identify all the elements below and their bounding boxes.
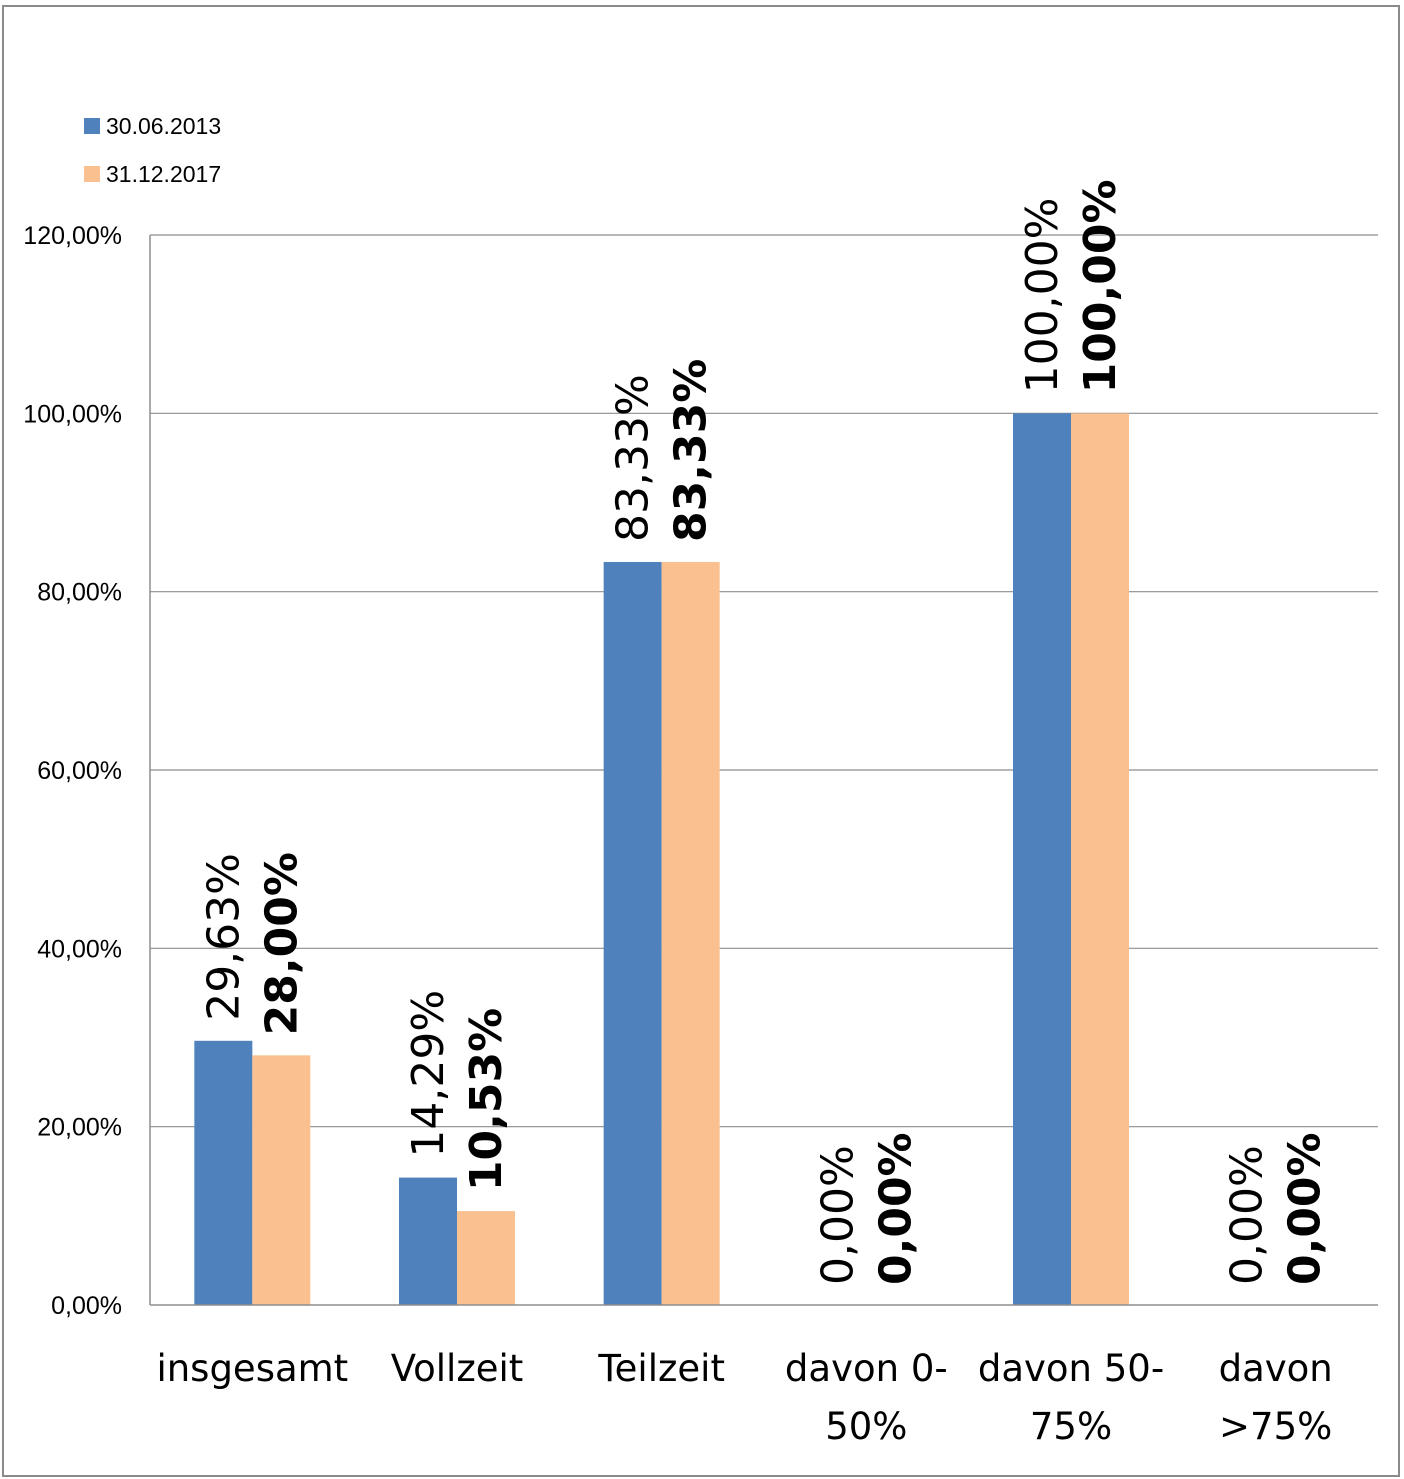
x-category-label: davon xyxy=(1219,1347,1333,1390)
data-label-series2: 10,53% xyxy=(461,1008,512,1191)
legend-swatch xyxy=(84,118,100,134)
y-tick-label: 20,00% xyxy=(37,1114,122,1142)
legend-label: 31.12.2017 xyxy=(106,161,221,187)
x-category-label: 75% xyxy=(1030,1405,1112,1448)
data-label-series1: 0,00% xyxy=(1222,1145,1273,1285)
data-label-series1: 100,00% xyxy=(1017,198,1068,394)
y-tick-label: 120,00% xyxy=(23,222,122,250)
bar-series1 xyxy=(603,561,662,1305)
x-category-label: 50% xyxy=(825,1405,907,1448)
data-label-series1: 83,33% xyxy=(608,374,659,542)
data-label-series2: 0,00% xyxy=(870,1132,921,1285)
x-category-label: Teilzeit xyxy=(597,1347,725,1390)
y-tick-label: 40,00% xyxy=(37,935,122,963)
data-labels: 29,63% 14,29% 83,33% 0,00% 100,00% 0,00% 28,00… xyxy=(198,179,1330,1285)
bars xyxy=(194,413,1129,1305)
data-label-series2: 100,00% xyxy=(1075,179,1126,393)
bar-series2 xyxy=(457,1211,515,1305)
data-label-series2: 28,00% xyxy=(256,852,307,1035)
legend-swatch xyxy=(84,166,100,182)
x-category-label: insgesamt xyxy=(156,1347,348,1390)
y-tick-label: 0,00% xyxy=(51,1292,122,1320)
data-label-series2: 83,33% xyxy=(666,359,717,542)
gridlines xyxy=(150,234,1378,1128)
x-category-label: >75% xyxy=(1219,1405,1332,1448)
x-category-label: Vollzeit xyxy=(391,1347,524,1390)
data-label-series1: 29,63% xyxy=(198,853,249,1021)
x-category-label: davon 0- xyxy=(785,1347,948,1390)
bar-series2 xyxy=(661,561,720,1305)
x-axis-categories: insgesamt Vollzeit Teilzeit davon 0- 50% davo… xyxy=(156,1347,1332,1448)
data-label-series1: 0,00% xyxy=(812,1145,863,1285)
legend: 30.06.2013 31.12.2017 xyxy=(84,113,221,187)
legend-label: 30.06.2013 xyxy=(106,113,221,139)
bar-series2 xyxy=(1071,413,1129,1305)
axes xyxy=(149,235,1378,1306)
bar-series1 xyxy=(1013,413,1071,1305)
data-label-series1: 14,29% xyxy=(403,990,454,1158)
y-tick-label: 60,00% xyxy=(37,757,122,785)
bar-series2 xyxy=(252,1055,311,1305)
y-tick-label: 100,00% xyxy=(23,400,122,428)
y-tick-label: 80,00% xyxy=(37,579,122,607)
bar-series1 xyxy=(399,1177,457,1305)
x-category-label: davon 50- xyxy=(978,1347,1164,1390)
y-axis-ticks: 0,00% 20,00% 40,00% 60,00% 80,00% 100,00% 120,… xyxy=(23,222,122,1320)
bar-series1 xyxy=(194,1040,253,1305)
data-label-series2: 0,00% xyxy=(1280,1132,1331,1285)
